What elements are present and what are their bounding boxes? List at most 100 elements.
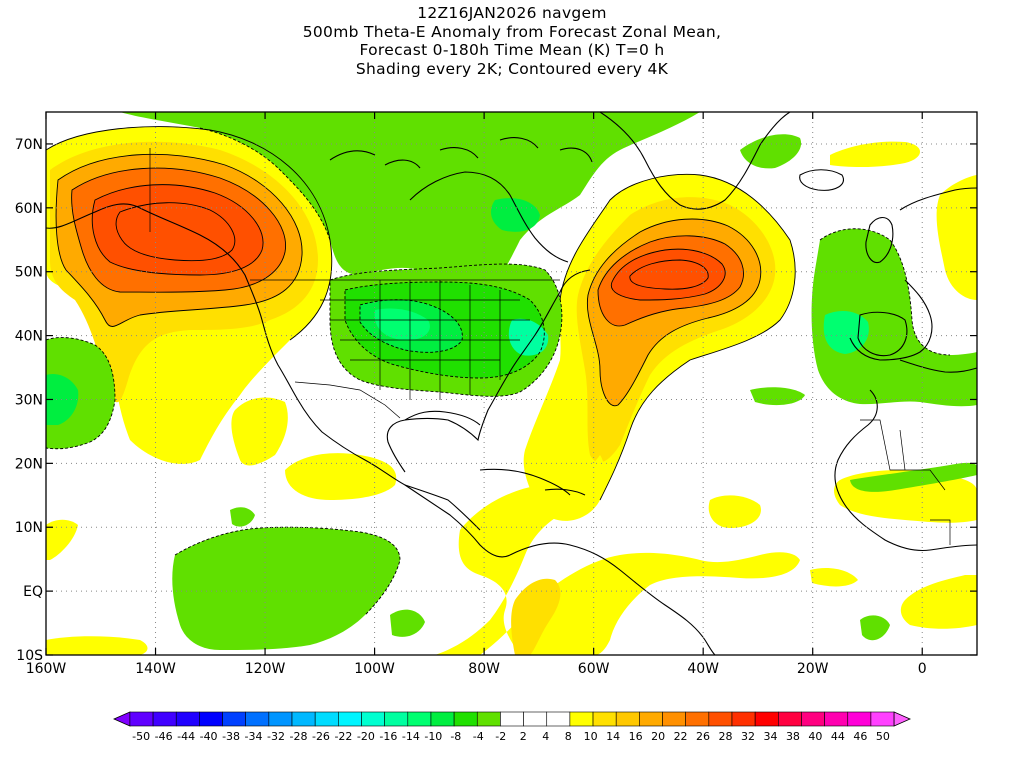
colorbar-label: -2 [495,730,506,743]
coast-north-america-west [46,203,481,531]
cold-shading-hudson-aqua [490,198,540,232]
warm-shading-atlantic-red [611,249,726,300]
cold-shading-west-greenland [740,134,802,169]
colorbar-swatch [847,711,872,727]
title-line-4: Shading every 2K; Contoured every 4K [355,59,669,78]
colorbar-label: -26 [312,730,330,743]
coast-mediterranean [899,359,977,373]
warm-shading-tropical-gold [511,578,561,655]
colorbar-swatch [407,711,432,727]
lon-tick-label: 100W [354,661,395,677]
cold-shading-e-atlantic-green [811,228,977,407]
cold-shading-arctic-green [120,112,700,278]
contour-arctic-cold [199,127,331,241]
colorbar-swatch [615,711,640,727]
contour-us-cold-3 [329,263,563,397]
colorbar-swatch [291,711,316,727]
colorbar-swatch [546,711,571,727]
colorbar-swatch [801,711,825,727]
colorbar-swatch [870,711,895,727]
colorbar-swatch [639,711,663,727]
contour-atlantic-2 [597,235,744,327]
lat-tick-label: 10N [15,520,43,536]
warm-shading-tropical-band [435,455,800,655]
lon-tick-label: 160W [26,661,67,677]
coast-uk [865,216,894,264]
latitude-axis: 70N 60N 50N 40N 30N 20N 10N EQ 10S [15,137,977,664]
anomaly-contours [46,126,796,501]
coast-hudson [409,171,569,263]
colorbar-label: -28 [290,730,308,743]
colorbar-swatch [245,711,270,727]
lat-tick-label: 20N [15,456,43,472]
contour-atlantic-3 [610,248,726,301]
coast-north-america-east [386,269,591,473]
colorbar-label: 26 [696,730,710,743]
colorbar-label: 40 [808,730,822,743]
coast-south-america [509,542,716,655]
contour-alaska-3 [91,184,264,276]
colorbar-label: -32 [267,730,285,743]
contour-atlantic-outer [559,173,796,501]
coast-gulf [404,410,481,426]
colorbar-swatch [268,711,293,727]
colorbar-label: -46 [155,730,173,743]
colorbar-swatch [453,711,478,727]
colorbar-swatch [708,711,733,727]
lat-tick-label: 60N [15,201,43,217]
map-area [46,112,977,655]
cold-shading-tropical-pac-2 [230,507,255,527]
warm-shading-caribbean-wave [810,568,858,587]
colorbar-label: -22 [334,730,352,743]
colorbar-label: 22 [674,730,688,743]
coast-cuba [479,468,571,496]
colorbar-label: 4 [542,730,549,743]
lon-tick-label: 140W [135,661,176,677]
colorbar-label: 14 [606,730,620,743]
colorbar-label: 50 [876,730,890,743]
lat-tick-label: 50N [15,265,43,281]
colorbar-swatch [592,711,617,727]
colorbar-label: -40 [200,730,218,743]
contour-alaska-4 [115,202,236,262]
cold-shading-west-africa [850,462,977,492]
colorbar-swatch [430,711,455,727]
colorbar-label: -16 [379,730,397,743]
title-line-1: 12Z16JAN2026 navgem [417,4,607,22]
colorbar-swatch [754,711,779,727]
cold-shading-ne-pacific-strip [860,615,890,641]
cold-shading-us-aqua [374,308,430,341]
colorbar-swatch [523,711,548,727]
colorbar-swatch [731,711,756,727]
warm-shading-mid-atlantic [708,495,761,528]
lon-tick-label: 120W [245,661,286,677]
colorbar-swatch [476,711,501,727]
colorbar-label: -14 [402,730,420,743]
contour-alaska-2 [71,167,287,293]
lat-tick-label: 40N [15,329,43,345]
coast-iberia [857,311,908,357]
coast-iceland [799,169,844,191]
coast-greenland [599,112,791,210]
colorbar-swatch [152,711,177,727]
colorbar-swatch [500,711,524,727]
colorbar-swatch [662,711,686,727]
colorbar-label: 2 [520,730,527,743]
border-africa [860,419,951,545]
colorbar-label: 16 [629,730,643,743]
warm-shading-greenland-east [830,141,920,168]
cold-shading-pacific-aqua [46,373,79,425]
title-line-2: 500mb Theta-E Anomaly from Forecast Zona… [302,22,722,41]
colorbar-label: -20 [357,730,375,743]
colorbar-swatch [824,711,849,727]
warm-shading-subtropic-pac [180,395,218,412]
longitude-axis: 160W 140W 120W 100W 80W 60W 40W 20W 0 [26,112,927,677]
colorbar-label: -34 [245,730,263,743]
colorbar-label: -44 [177,730,195,743]
contour-alaska-outer [46,126,333,341]
colorbar: -50 -46 -44 -40 -38 -34 -32 -28 -26 -22 -20 -16 -14-… [113,711,911,743]
colorbar-swatch [222,711,247,727]
warm-shading-baja [231,397,288,466]
colorbar-label: 34 [763,730,777,743]
